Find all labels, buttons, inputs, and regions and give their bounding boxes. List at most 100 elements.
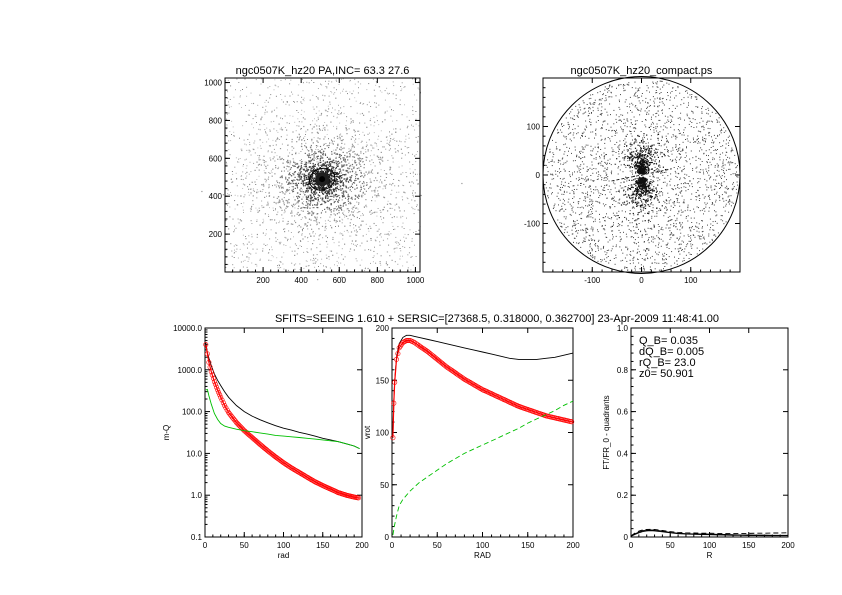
point [617, 191, 619, 192]
point [582, 151, 584, 153]
pixel [334, 152, 336, 154]
point [715, 193, 717, 195]
pixel [350, 149, 352, 151]
pixel [338, 245, 340, 247]
pixel [314, 186, 316, 188]
pixel [401, 114, 403, 116]
point [647, 138, 648, 140]
point [604, 137, 606, 139]
pixel [257, 191, 259, 193]
pixel [366, 104, 368, 106]
pixel [336, 194, 338, 196]
point [657, 236, 659, 238]
point [605, 179, 607, 181]
point [586, 166, 588, 168]
pixel [330, 211, 332, 213]
point [670, 115, 672, 117]
point [624, 178, 626, 180]
point [623, 122, 625, 124]
pixel [338, 177, 340, 179]
point [622, 187, 624, 189]
pixel [258, 175, 260, 177]
pixel [328, 258, 330, 260]
point [607, 123, 609, 125]
pixel [314, 266, 316, 268]
pixel [324, 220, 326, 222]
pixel [310, 159, 312, 162]
point [670, 122, 671, 123]
point [617, 167, 619, 169]
pixel [254, 190, 255, 192]
pixel [313, 164, 315, 166]
pixel [309, 212, 311, 214]
pixel [328, 163, 330, 165]
pixel [278, 241, 280, 243]
pixel [368, 111, 370, 113]
pixel [341, 181, 343, 183]
point [685, 254, 687, 256]
pixel [313, 173, 316, 175]
point [626, 106, 628, 107]
point [710, 223, 712, 225]
pixel [281, 214, 283, 216]
pixel [353, 150, 355, 153]
point [725, 159, 727, 161]
pixel [320, 186, 322, 188]
point [616, 141, 618, 143]
point [708, 233, 710, 235]
pixel [404, 192, 406, 194]
pixel [374, 211, 376, 213]
pixel [359, 134, 360, 135]
point [726, 139, 727, 141]
point [680, 214, 682, 216]
pixel [399, 140, 401, 142]
pixel [281, 143, 283, 145]
pixel [235, 157, 237, 159]
pixel [297, 173, 299, 175]
point [572, 172, 573, 174]
point [627, 120, 629, 122]
pixel [348, 215, 350, 217]
point [669, 219, 671, 221]
point [658, 237, 660, 239]
pixel [257, 164, 260, 166]
point [631, 197, 633, 199]
pixel [300, 151, 302, 152]
point [590, 185, 591, 187]
point [672, 104, 674, 106]
pixel [309, 171, 311, 174]
point [693, 229, 695, 230]
pixel [309, 174, 311, 176]
pixel [363, 184, 365, 186]
pixel [358, 130, 360, 132]
pixel [291, 189, 293, 191]
pixel [331, 227, 333, 229]
pixel [262, 218, 264, 220]
point [624, 122, 626, 124]
pixel [363, 153, 365, 155]
pixel [337, 163, 339, 165]
pixel [369, 225, 371, 227]
pixel [268, 172, 270, 173]
pixel [309, 187, 311, 190]
pixel [326, 134, 328, 135]
pixel [316, 120, 318, 122]
pixel [328, 176, 330, 178]
pixel [411, 256, 413, 257]
pixel [233, 257, 235, 258]
pixel [317, 185, 319, 187]
pixel [389, 135, 391, 137]
pixel [306, 260, 308, 262]
pixel [248, 258, 250, 260]
pixel [335, 171, 337, 174]
pixel [382, 188, 384, 190]
pixel [299, 193, 301, 195]
point [557, 132, 559, 134]
pixel [420, 194, 422, 197]
pixel [324, 227, 326, 229]
point [559, 172, 560, 174]
pixel [313, 170, 315, 172]
point [728, 203, 730, 205]
pixel [369, 210, 371, 212]
pixel [337, 144, 339, 146]
